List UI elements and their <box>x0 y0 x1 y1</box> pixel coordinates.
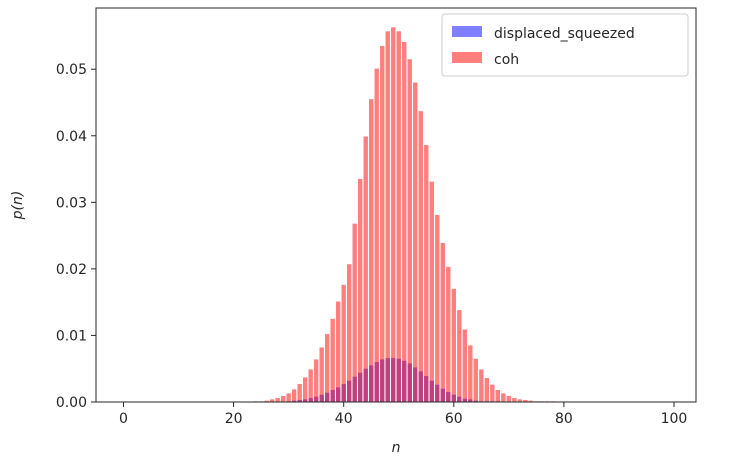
bar-coh <box>396 31 401 402</box>
bar-coh <box>479 369 484 402</box>
bar-coh <box>517 399 523 402</box>
bar-coh <box>308 369 313 402</box>
x-tick-label: 40 <box>335 411 353 427</box>
x-tick-label: 100 <box>661 411 688 427</box>
legend-label-displaced-squeezed: displaced_squeezed <box>494 26 635 42</box>
bar-coh <box>347 264 352 402</box>
y-axis: 0.00 0.01 0.02 0.03 0.04 0.05 <box>56 62 96 411</box>
bar-coh <box>363 136 368 402</box>
bar-coh <box>413 82 418 402</box>
bar-coh <box>484 378 490 402</box>
bar-coh <box>341 284 346 402</box>
legend-swatch-coh <box>452 52 482 63</box>
bar-coh <box>473 358 479 402</box>
bar-coh <box>269 399 275 402</box>
bar-coh <box>501 393 506 402</box>
bar-coh <box>418 111 423 402</box>
bar-coh <box>429 181 434 402</box>
bar-coh <box>324 334 330 402</box>
bar-coh <box>358 179 363 402</box>
x-tick-label: 80 <box>555 411 573 427</box>
bar-coh <box>352 223 357 402</box>
bar-coh <box>528 400 534 402</box>
bar-coh <box>313 359 319 402</box>
bar-coh <box>462 329 468 402</box>
bar-coh <box>468 345 473 402</box>
bar-coh <box>297 384 302 402</box>
y-tick-label: 0.02 <box>56 262 87 278</box>
bar-coh <box>330 318 335 402</box>
legend-label-coh: coh <box>494 52 519 68</box>
bar-coh <box>264 400 269 402</box>
bar-coh <box>424 145 429 402</box>
bar-coh <box>286 393 291 402</box>
bar-coh <box>385 31 390 402</box>
bar-coh <box>402 41 407 402</box>
bar-coh <box>280 396 286 402</box>
bar-coh <box>457 310 462 402</box>
y-tick-label: 0.05 <box>56 62 87 78</box>
y-axis-label: p(n) <box>10 191 26 221</box>
y-tick-label: 0.04 <box>56 129 87 145</box>
bar-coh <box>495 390 501 402</box>
bar-coh <box>319 347 324 402</box>
bar-coh <box>374 68 379 402</box>
legend: displaced_squeezed coh <box>441 13 689 77</box>
legend-box <box>441 13 689 77</box>
bar-coh <box>490 384 495 402</box>
y-tick-label: 0.01 <box>56 328 87 344</box>
bar-coh <box>380 45 385 402</box>
y-tick-label: 0.00 <box>56 395 87 411</box>
bar-coh <box>369 99 374 403</box>
bar-coh <box>512 398 517 402</box>
x-tick-label: 60 <box>445 411 463 427</box>
bar-coh <box>451 288 456 402</box>
x-axis: 0 20 40 60 80 100 <box>119 402 687 427</box>
x-tick-label: 20 <box>225 411 243 427</box>
x-tick-label: 0 <box>119 411 128 427</box>
bar-coh <box>291 389 297 402</box>
bar-coh <box>336 301 341 402</box>
bar-coh <box>275 398 280 402</box>
bar-coh <box>435 214 440 402</box>
bars-layer <box>253 27 556 403</box>
bar-coh <box>506 396 512 402</box>
bar-coh <box>440 242 445 402</box>
plot-area-frame <box>95 7 697 403</box>
bar-coh <box>302 377 308 403</box>
bar-coh <box>391 27 396 403</box>
bar-coh <box>446 266 451 402</box>
y-tick-label: 0.03 <box>56 195 87 211</box>
bar-coh <box>407 59 412 402</box>
x-axis-label: n <box>392 440 401 456</box>
legend-swatch-displaced-squeezed <box>452 26 482 37</box>
bar-coh <box>523 400 528 402</box>
